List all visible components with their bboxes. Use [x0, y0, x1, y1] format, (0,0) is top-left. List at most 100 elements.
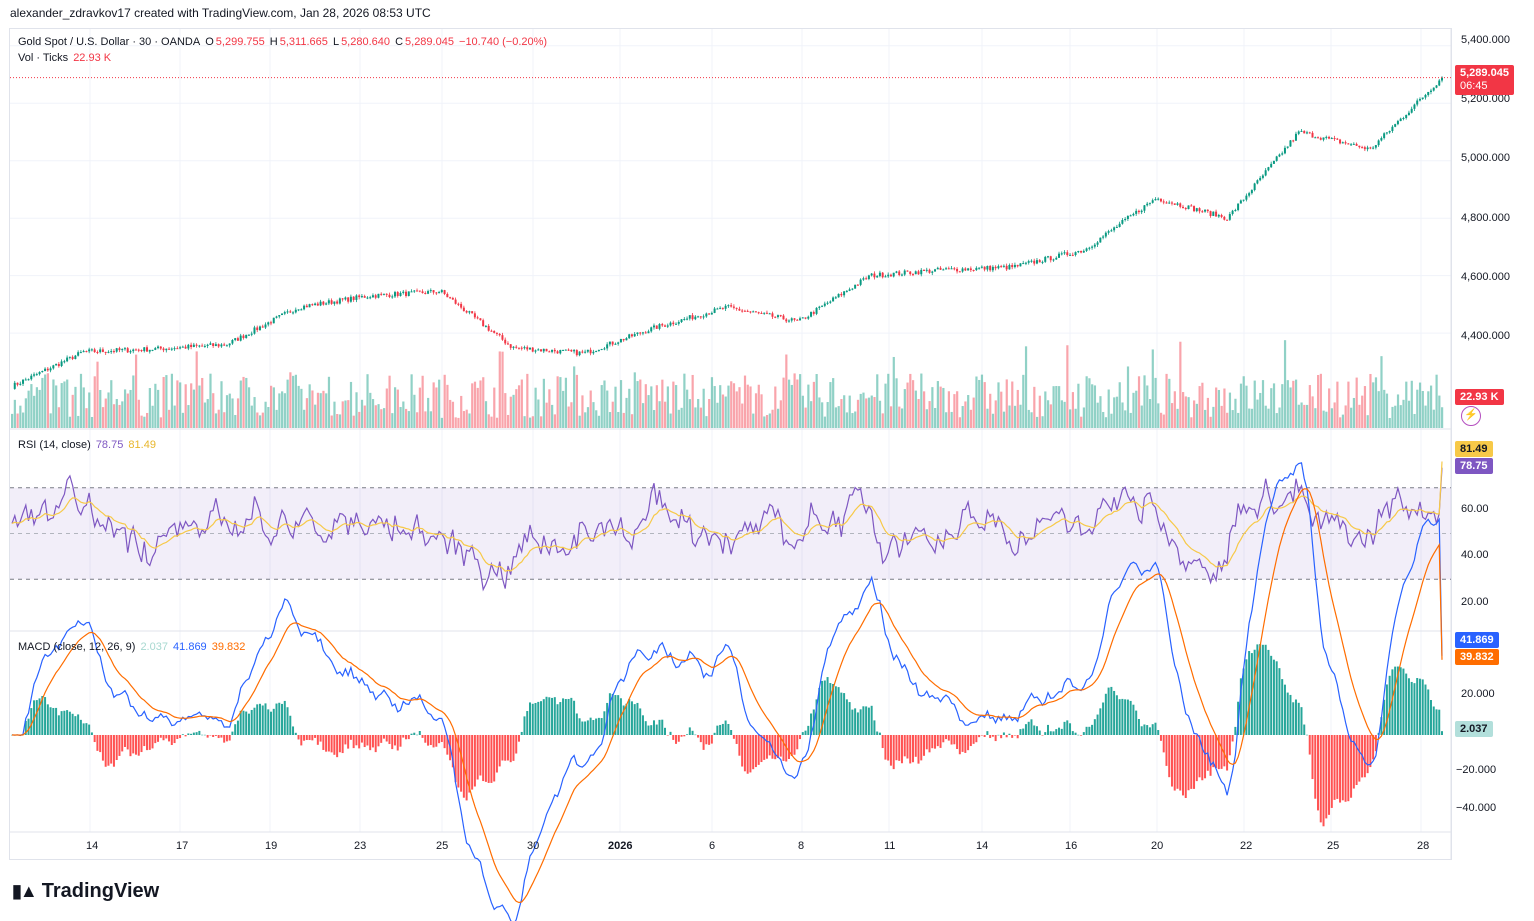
macd-histogram-bar — [159, 735, 162, 738]
macd-histogram-bar — [1190, 735, 1193, 789]
candle-body — [1024, 262, 1027, 264]
volume-bar — [1289, 387, 1292, 428]
candle-body — [989, 265, 992, 271]
volume-bar — [1154, 377, 1157, 428]
rsi-label[interactable]: RSI (14, close) — [18, 439, 91, 451]
macd-histogram-bar — [305, 735, 308, 741]
symbol-label[interactable]: Gold Spot / U.S. Dollar · 30 · OANDA — [18, 36, 201, 48]
candle-body — [1347, 143, 1350, 145]
candle-body — [281, 313, 284, 316]
volume-bar — [686, 389, 689, 428]
macd-histogram-bar — [77, 714, 80, 735]
volume-bar — [641, 403, 645, 428]
macd-histogram-bar — [1132, 704, 1135, 735]
candle-body — [909, 271, 912, 275]
volume-bar — [1143, 375, 1146, 428]
macd-histogram-bar — [374, 735, 377, 753]
volume-bar — [1206, 397, 1209, 428]
candle-body — [647, 331, 650, 334]
candle-body — [421, 291, 424, 294]
candle-body — [349, 296, 352, 302]
volume-bar — [121, 401, 124, 428]
volume-bar — [22, 412, 25, 428]
volume-bar — [810, 401, 813, 428]
macd-histogram-bar — [85, 723, 88, 735]
candle-body — [482, 320, 485, 327]
volume-bar — [644, 384, 647, 428]
macd-histogram-bar — [457, 735, 460, 788]
candle-body — [1413, 104, 1416, 109]
macd-label[interactable]: MACD (close, 12, 26, 9) — [18, 641, 136, 653]
candle-body — [936, 267, 939, 270]
candle-body — [1027, 261, 1030, 263]
volume-bar — [1264, 405, 1267, 428]
volume-label[interactable]: Vol · Ticks — [18, 52, 69, 64]
macd-histogram-bar — [934, 735, 937, 749]
macd-histogram-bar — [520, 731, 523, 735]
volume-bar — [898, 406, 901, 428]
volume-bar — [936, 381, 939, 428]
lightning-icon[interactable]: ⚡ — [1461, 406, 1481, 426]
candle-body — [652, 325, 655, 328]
candle-body — [278, 315, 281, 317]
macd-histogram-bar — [506, 735, 509, 761]
candle-body — [757, 312, 760, 314]
macd-histogram-bar — [157, 735, 160, 742]
macd-histogram-bar — [118, 735, 121, 756]
volume-bar — [799, 374, 802, 428]
candle-body — [60, 361, 63, 367]
macd-histogram-bar — [950, 735, 953, 745]
macd-histogram-bar — [396, 735, 399, 751]
candle-body — [374, 295, 377, 298]
volume-bar — [140, 415, 143, 428]
candle-body — [424, 293, 427, 295]
macd-histogram-bar — [867, 707, 870, 735]
candle-body — [1033, 260, 1036, 264]
candle-body — [1113, 227, 1116, 231]
candle-body — [465, 310, 468, 313]
candle-body — [1080, 250, 1083, 253]
volume-bar — [790, 384, 793, 428]
candle-body — [1118, 223, 1121, 227]
volume-bar — [405, 408, 408, 428]
volume-bar — [818, 397, 821, 428]
candle-body — [724, 305, 727, 309]
macd-histogram-bar — [1187, 735, 1190, 791]
volume-bar — [1330, 408, 1333, 428]
macd-histogram-bar — [920, 735, 923, 761]
volume-bar — [672, 381, 675, 428]
candle-body — [630, 334, 633, 337]
time-tick: 17 — [176, 840, 189, 852]
candle-body — [1372, 147, 1375, 149]
macd-histogram-bar — [465, 735, 468, 801]
volume-bar — [482, 377, 485, 428]
candle-body — [267, 322, 270, 325]
macd-histogram-bar — [501, 735, 504, 761]
volume-bar — [732, 383, 736, 428]
macd-histogram-bar — [438, 735, 441, 744]
candle-body — [823, 303, 826, 306]
volume-bar — [1380, 356, 1383, 428]
macd-histogram-bar — [1239, 678, 1242, 735]
volume-bar — [1325, 411, 1328, 428]
candle-body — [1132, 213, 1135, 216]
volume-bar — [705, 416, 708, 428]
candle-body — [242, 335, 245, 338]
high-value: 5,311.665 — [279, 36, 328, 48]
macd-histogram-bar — [1008, 733, 1011, 735]
macd-histogram-bar — [1058, 727, 1061, 735]
volume-bar — [220, 381, 223, 428]
volume-bar — [60, 383, 63, 428]
volume-bar — [471, 383, 474, 428]
candle-body — [1322, 137, 1325, 140]
tradingview-logo[interactable]: ▮▲ TradingView — [12, 880, 159, 903]
candle-body — [261, 326, 264, 328]
volume-bar — [719, 385, 722, 428]
candle-body — [1058, 253, 1061, 258]
macd-histogram-bar — [832, 683, 835, 735]
macd-histogram-bar — [490, 735, 493, 783]
volume-bar — [424, 411, 427, 428]
macd-histogram-bar — [71, 713, 74, 735]
candle-body — [1438, 80, 1441, 86]
